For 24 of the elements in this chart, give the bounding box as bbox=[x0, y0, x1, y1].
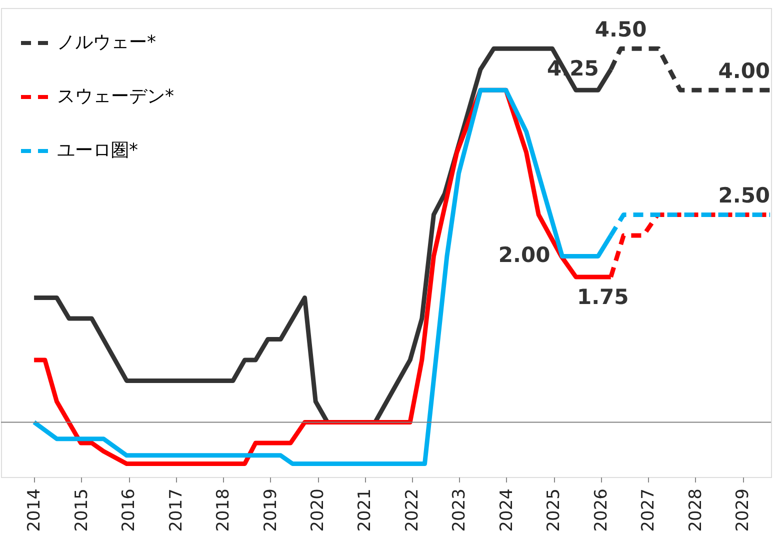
x-tick-label: 2027 bbox=[638, 488, 659, 532]
data-label: 1.75 bbox=[576, 284, 629, 309]
data-label: 4.00 bbox=[718, 59, 770, 84]
x-tick-label: 2017 bbox=[166, 488, 186, 532]
x-tick-label: 2025 bbox=[544, 488, 564, 532]
x-tick-label: 2021 bbox=[355, 488, 376, 532]
x-tick-label: 2018 bbox=[214, 488, 234, 532]
data-label: 2.50 bbox=[718, 184, 770, 208]
x-tick-label: 2019 bbox=[260, 488, 281, 532]
x-tick-label: 2014 bbox=[24, 488, 45, 532]
data-label: 4.50 bbox=[594, 18, 647, 42]
legend-label: ユーロ圏* bbox=[57, 140, 138, 161]
x-tick-label: 2024 bbox=[496, 488, 517, 532]
x-tick-label: 2020 bbox=[308, 488, 328, 532]
x-tick-label: 2023 bbox=[450, 488, 470, 532]
x-tick-label: 2015 bbox=[72, 488, 92, 532]
legend-label: ノルウェー* bbox=[57, 32, 156, 53]
legend-label: スウェーデン* bbox=[57, 86, 174, 107]
x-tick-label: 2028 bbox=[686, 488, 706, 532]
x-tick-label: 2029 bbox=[733, 488, 754, 532]
x-tick-label: 2016 bbox=[119, 488, 140, 532]
x-tick-label: 2022 bbox=[402, 488, 422, 532]
data-label: 2.00 bbox=[498, 243, 550, 268]
x-tick-label: 2026 bbox=[591, 488, 612, 532]
